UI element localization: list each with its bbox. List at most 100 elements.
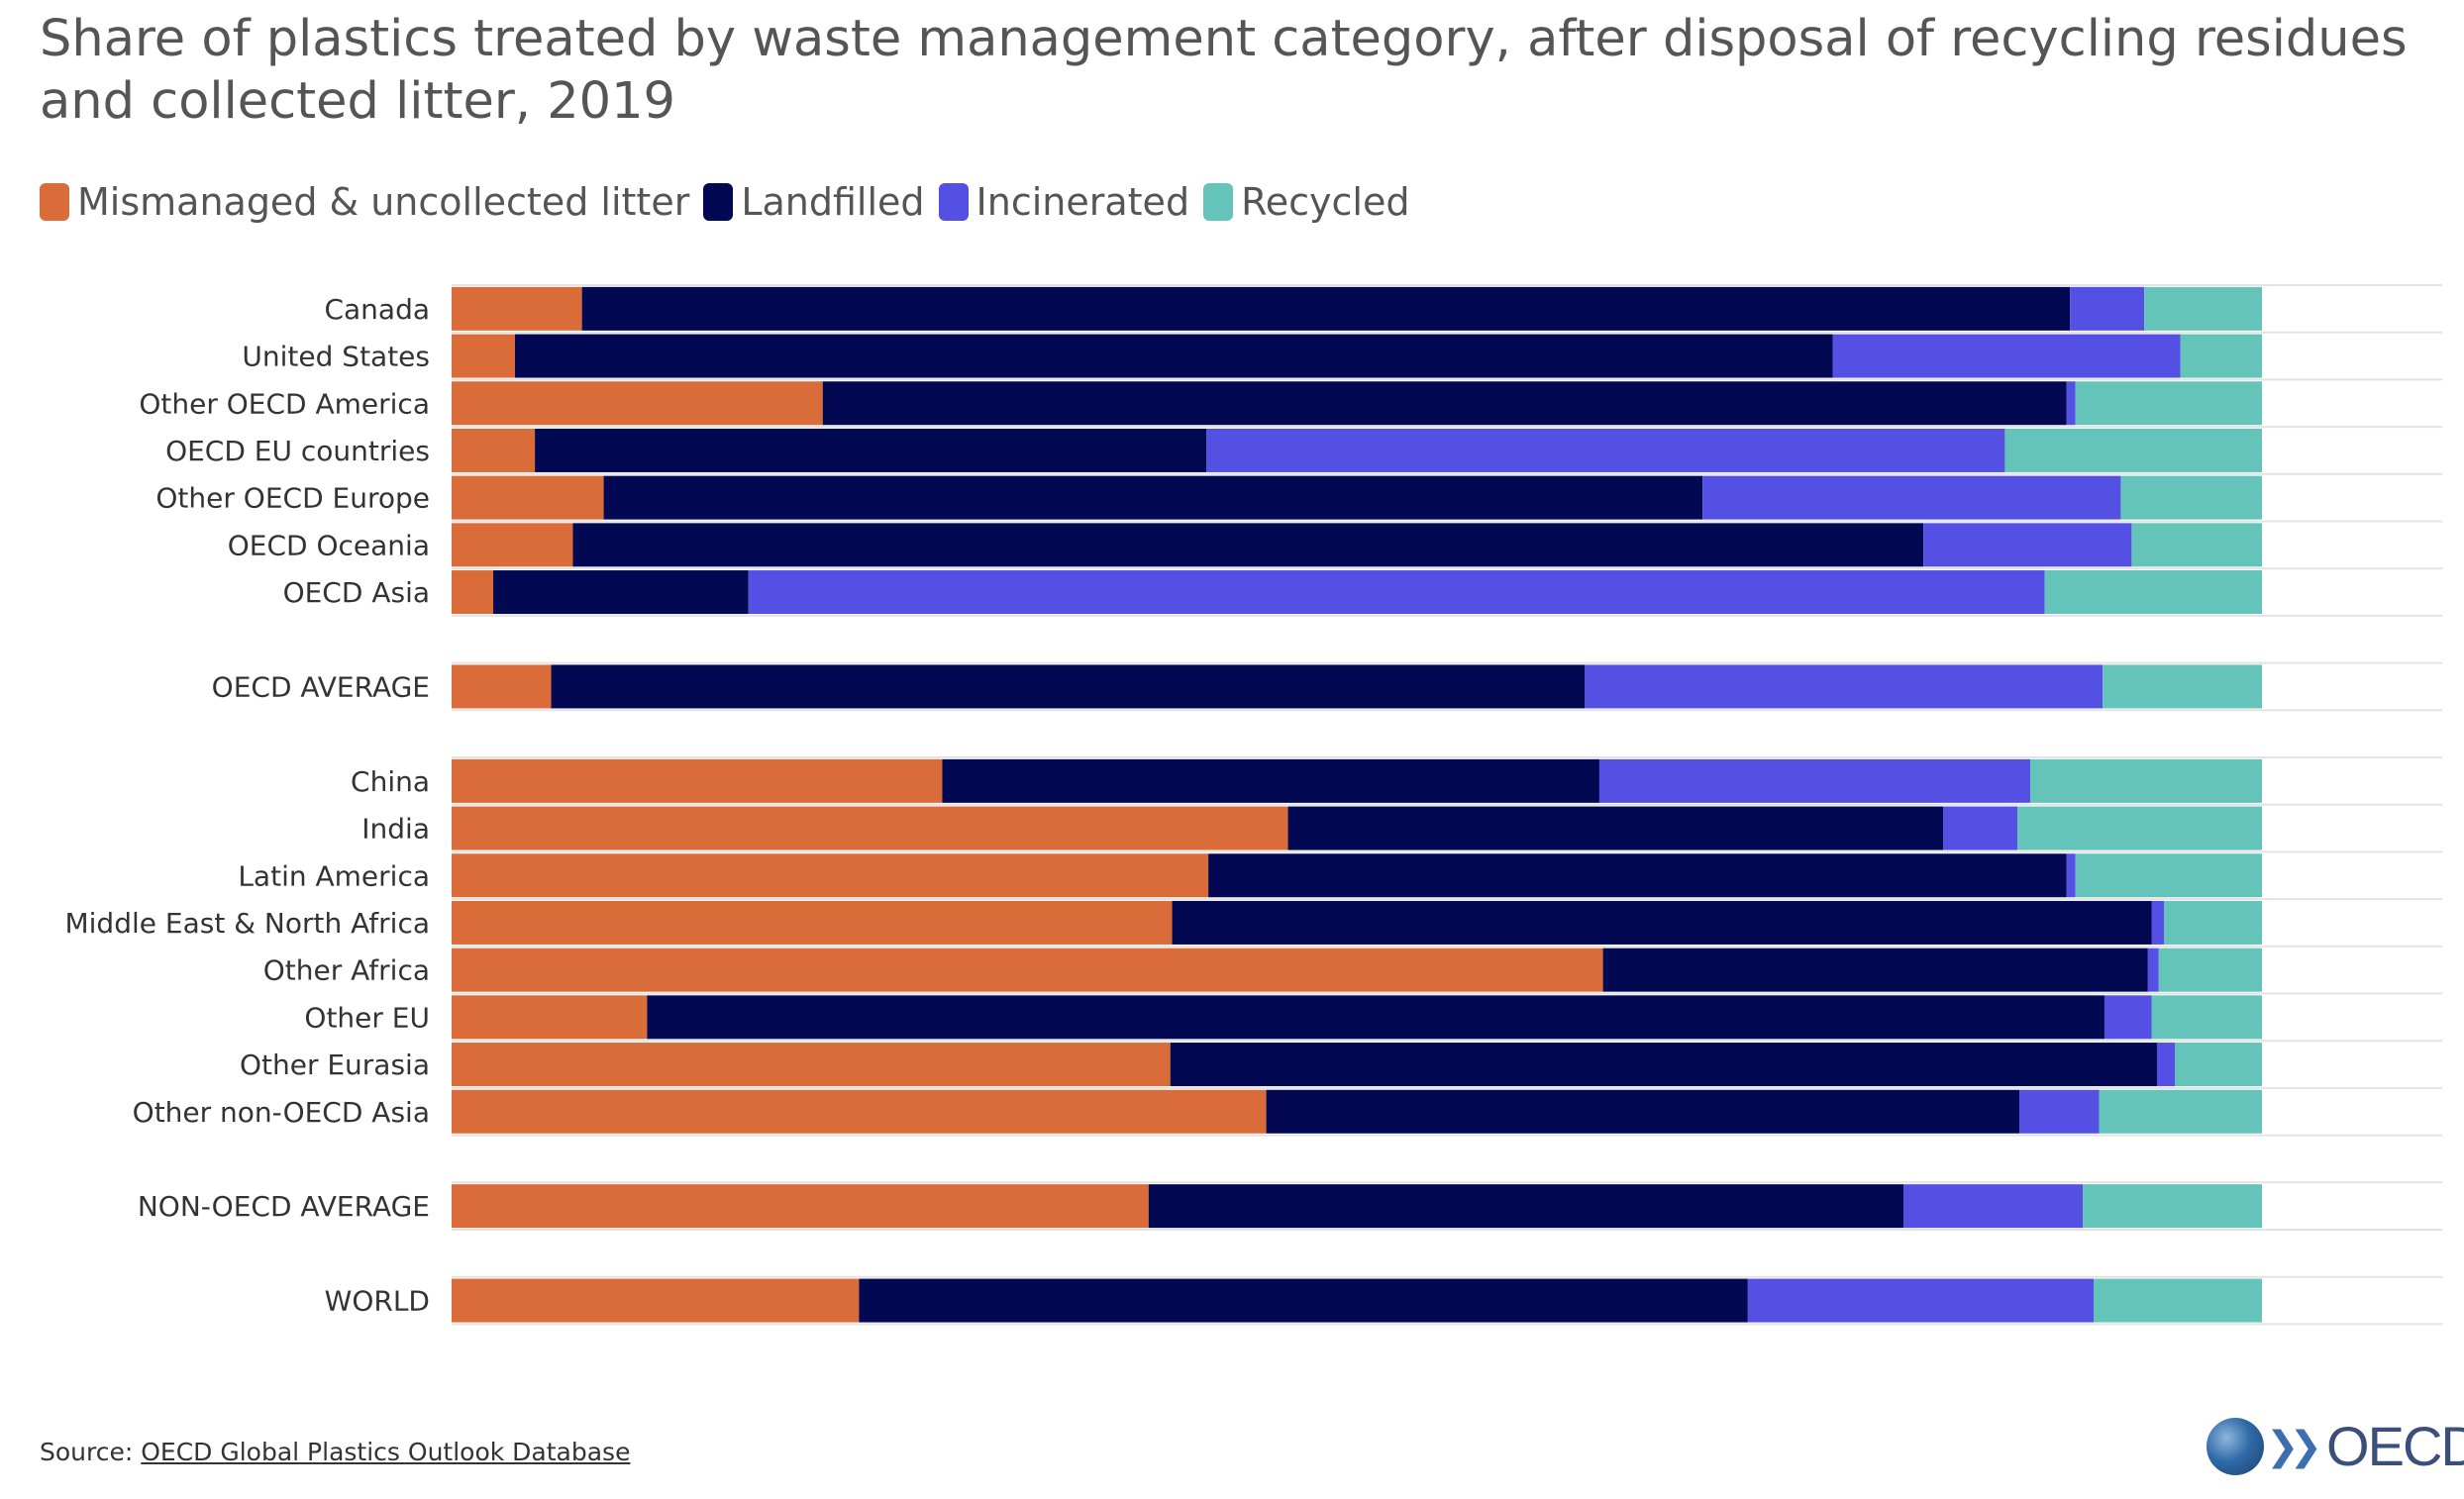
bar-segment[interactable]: [2066, 381, 2076, 426]
bar-segment[interactable]: [2075, 381, 2262, 426]
oecd-logo[interactable]: ❯❯ OECD: [2207, 1414, 2464, 1478]
bar-segment[interactable]: [2030, 758, 2262, 803]
legend-item[interactable]: Landfilled: [703, 180, 925, 224]
legend-label: Landfilled: [741, 180, 925, 224]
bar-segment[interactable]: [2066, 853, 2076, 898]
bar-segment[interactable]: [859, 1278, 1748, 1323]
bar-segment[interactable]: [452, 1043, 1171, 1087]
bar-segment[interactable]: [2044, 570, 2262, 615]
bar-segment[interactable]: [2144, 286, 2262, 331]
bar-segment[interactable]: [1266, 1089, 2020, 1134]
bar-segment[interactable]: [452, 381, 823, 426]
bar-segment[interactable]: [452, 664, 552, 709]
source-prefix: Source:: [40, 1438, 142, 1466]
bar-segment[interactable]: [1832, 334, 2181, 378]
bar-segment[interactable]: [514, 334, 1833, 378]
bar-segment[interactable]: [2070, 286, 2145, 331]
bar-segment[interactable]: [2158, 948, 2262, 992]
bar-segment[interactable]: [452, 1184, 1149, 1229]
bar-segment[interactable]: [2017, 806, 2262, 850]
bar-segment[interactable]: [2103, 664, 2262, 709]
bar-segment[interactable]: [1602, 948, 2148, 992]
bar-segment[interactable]: [2147, 948, 2159, 992]
legend-swatch: [703, 183, 734, 221]
category-label: Other Africa: [263, 954, 430, 987]
category-label: OECD AVERAGE: [212, 670, 430, 703]
bar-segment[interactable]: [452, 948, 1603, 992]
chart-title: Share of plastics treated by waste manag…: [40, 10, 2408, 131]
category-label: Latin America: [238, 859, 430, 892]
category-label: United States: [242, 341, 430, 373]
legend-label: Incinerated: [975, 180, 1190, 224]
category-label: Middle East & North Africa: [64, 907, 430, 940]
bar-segment[interactable]: [452, 806, 1288, 850]
category-label: Other OECD America: [139, 387, 430, 420]
bar-segment[interactable]: [822, 381, 2067, 426]
bar-segment[interactable]: [2175, 1043, 2262, 1087]
bar-segment[interactable]: [452, 570, 494, 615]
bar-segment[interactable]: [452, 428, 536, 472]
bar-segment[interactable]: [1585, 664, 2104, 709]
bar-segment[interactable]: [1923, 523, 2132, 567]
bar-segment[interactable]: [1903, 1184, 2084, 1229]
bar-segment[interactable]: [1702, 475, 2121, 520]
source-link[interactable]: OECD Global Plastics Outlook Database: [141, 1438, 631, 1466]
bar-segment[interactable]: [2104, 995, 2152, 1040]
bar-segment[interactable]: [1747, 1278, 2094, 1323]
bar-segment[interactable]: [2093, 1278, 2262, 1323]
bar-segment[interactable]: [1172, 900, 2152, 945]
bar-segment[interactable]: [1287, 806, 1944, 850]
legend-item[interactable]: Mismanaged & uncollected litter: [40, 180, 689, 224]
bar-segment[interactable]: [452, 1278, 860, 1323]
bar-segment[interactable]: [2156, 1043, 2176, 1087]
bar-segment[interactable]: [2083, 1184, 2262, 1229]
bar-segment[interactable]: [493, 570, 749, 615]
bar-segment[interactable]: [581, 286, 2071, 331]
bar-segment[interactable]: [2004, 428, 2262, 472]
bar-segment[interactable]: [1148, 1184, 1904, 1229]
bar-segment[interactable]: [647, 995, 2105, 1040]
bar-segment[interactable]: [452, 475, 604, 520]
bar-segment[interactable]: [452, 523, 573, 567]
bar-segment[interactable]: [551, 664, 1586, 709]
bar-segment[interactable]: [452, 1089, 1267, 1134]
bar-segment[interactable]: [1206, 428, 2005, 472]
bar-segment[interactable]: [1170, 1043, 2157, 1087]
bar-segment[interactable]: [572, 523, 1924, 567]
bar-segment[interactable]: [2164, 900, 2262, 945]
bar-segment[interactable]: [1598, 758, 2031, 803]
bar-segment[interactable]: [942, 758, 1599, 803]
bar-segment[interactable]: [2131, 523, 2262, 567]
bar-segment[interactable]: [452, 334, 515, 378]
category-label: NON-OECD AVERAGE: [138, 1190, 430, 1223]
category-label: WORLD: [325, 1285, 430, 1318]
bar-segment[interactable]: [1943, 806, 2018, 850]
bar-segment[interactable]: [452, 853, 1209, 898]
category-label: OECD Asia: [283, 576, 430, 609]
category-label: Canada: [324, 293, 430, 326]
bar-segment[interactable]: [452, 286, 582, 331]
bar-segment[interactable]: [2075, 853, 2262, 898]
category-label: OECD EU countries: [165, 435, 430, 467]
bar-segment[interactable]: [452, 995, 648, 1040]
legend: Mismanaged & uncollected litter Landfille…: [40, 178, 1423, 226]
bar-segment[interactable]: [2151, 995, 2262, 1040]
category-label: India: [361, 813, 430, 846]
bar-segment[interactable]: [2180, 334, 2262, 378]
bar-segment[interactable]: [1208, 853, 2067, 898]
bar-segment[interactable]: [535, 428, 1207, 472]
bar-segment[interactable]: [452, 758, 943, 803]
bar-segment[interactable]: [2151, 900, 2165, 945]
bar-segment[interactable]: [2099, 1089, 2262, 1134]
bar-segment[interactable]: [748, 570, 2045, 615]
category-label: Other EU: [304, 1001, 430, 1034]
legend-item[interactable]: Recycled: [1203, 180, 1409, 224]
bar-segment[interactable]: [2120, 475, 2262, 520]
bar-segment[interactable]: [452, 900, 1173, 945]
legend-item[interactable]: Incinerated: [938, 180, 1190, 224]
bar-segment[interactable]: [603, 475, 1703, 520]
oecd-logo-text: OECD: [2326, 1415, 2464, 1477]
bar-segment[interactable]: [2019, 1089, 2100, 1134]
category-label: Other OECD Europe: [155, 482, 430, 515]
